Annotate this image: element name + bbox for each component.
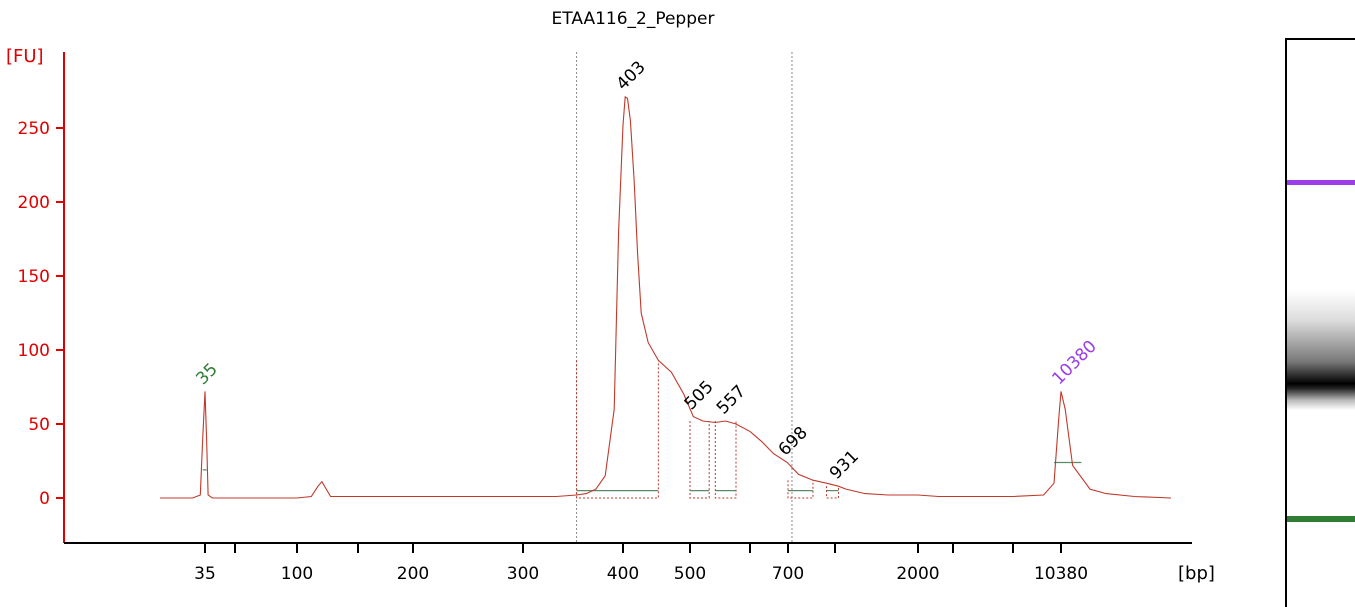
x-tick-label: 300 <box>507 564 539 584</box>
electropherogram-chart: ETAA116_2_Pepper [FU] [bp] 0 50 100 150 200 2… <box>6 9 1215 584</box>
peak-label: 698 <box>775 423 812 460</box>
x-tick-label: 500 <box>674 564 706 584</box>
integration-box <box>689 421 710 499</box>
region-markers <box>576 52 793 543</box>
y-axis-ticks: 0 50 100 150 200 250 <box>18 119 64 509</box>
peak-label: 10380 <box>1048 337 1100 389</box>
x-axis-label: [bp] <box>1178 563 1215 584</box>
x-tick-label: 35 <box>194 564 216 584</box>
integration-box <box>576 360 659 499</box>
gel-lane <box>1285 38 1355 607</box>
x-tick-label: 10380 <box>1034 564 1088 584</box>
y-tick-label: 200 <box>18 193 50 213</box>
peak-label: 505 <box>681 377 718 414</box>
x-tick-label: 400 <box>607 564 639 584</box>
peak-baselines <box>202 360 1082 499</box>
y-tick-label: 50 <box>28 415 50 435</box>
integration-box <box>825 486 840 499</box>
x-tick-label: 100 <box>281 564 313 584</box>
y-tick-label: 150 <box>18 267 50 287</box>
peak-label: 35 <box>192 360 221 389</box>
y-tick-label: 100 <box>18 341 50 361</box>
y-tick-label: 250 <box>18 119 50 139</box>
gel-band-upper-marker <box>1287 180 1355 185</box>
integration-box <box>714 421 737 499</box>
y-tick-label: 0 <box>39 489 50 509</box>
peak-label: 931 <box>826 447 863 484</box>
x-axis-ticks: 35 100 200 300 400 500 700 2000 10380 <box>194 543 1088 584</box>
x-tick-label: 700 <box>772 564 804 584</box>
x-tick-label: 200 <box>397 564 429 584</box>
integration-box <box>787 480 814 499</box>
peak-label: 403 <box>613 57 650 94</box>
y-axis-label: [FU] <box>6 46 44 67</box>
peak-label: 557 <box>713 381 750 418</box>
trace-line <box>160 95 1172 499</box>
gel-band-main-fragment <box>1287 290 1355 410</box>
chart-title: ETAA116_2_Pepper <box>552 9 715 29</box>
x-tick-label: 2000 <box>896 564 939 584</box>
gel-band-lower-marker <box>1287 516 1355 522</box>
